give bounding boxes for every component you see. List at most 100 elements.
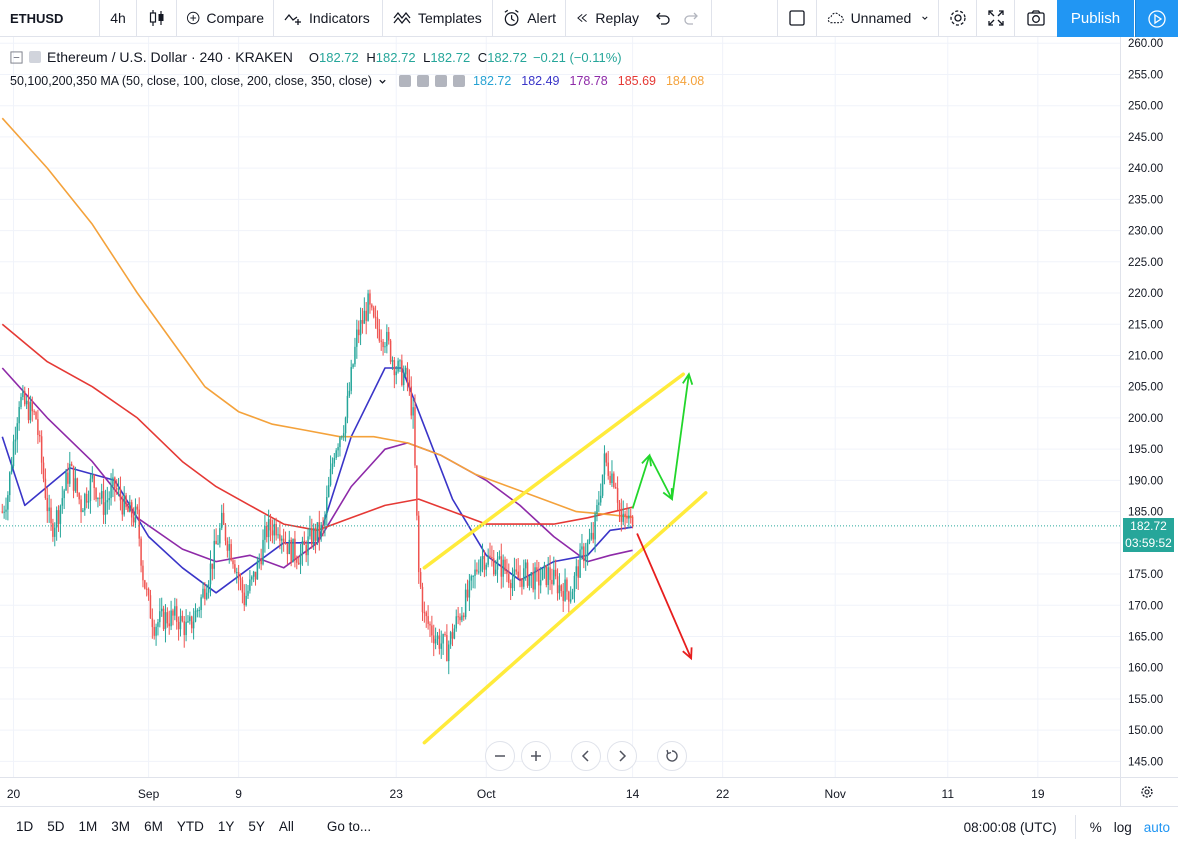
percent-scale-toggle[interactable]: %: [1089, 819, 1102, 835]
candle-body: [571, 591, 574, 600]
candle-body: [622, 513, 624, 522]
candle-body: [281, 538, 283, 541]
scroll-right-button[interactable]: [607, 741, 637, 771]
range-button-ytd[interactable]: YTD: [176, 819, 204, 834]
candle-body: [147, 588, 150, 596]
eye-icon[interactable]: [399, 75, 412, 87]
log-scale-toggle[interactable]: log: [1113, 819, 1132, 835]
source-code-icon[interactable]: [435, 75, 448, 87]
candle-body: [468, 580, 471, 598]
settings-small-icon[interactable]: [417, 75, 430, 87]
time-tick-label: 11: [942, 787, 955, 801]
chart-style-button[interactable]: [137, 0, 177, 37]
price-axis[interactable]: 145.00 150.00 155.00 160.00 165.00 170.00 175.…: [1128, 38, 1163, 768]
candle-body: [374, 316, 377, 318]
range-button-6m[interactable]: 6M: [144, 819, 163, 834]
candle-body: [348, 390, 351, 396]
zoom-out-button[interactable]: [485, 741, 515, 771]
moving-average-line: [1, 323, 633, 532]
candle-body: [155, 626, 157, 636]
candle-body: [256, 561, 259, 580]
goto-date-button[interactable]: Go to...: [326, 819, 372, 834]
ma-legend: 50,100,200,350 MA (50, close, 100, close…: [10, 74, 704, 88]
candle-body: [72, 465, 75, 491]
interval-button[interactable]: 4h: [100, 0, 137, 37]
redo-button[interactable]: [676, 0, 712, 37]
candle-body: [402, 374, 405, 385]
candle-body: [329, 469, 332, 486]
reset-icon: [666, 749, 678, 762]
templates-button[interactable]: Templates: [383, 0, 493, 37]
chevron-down-icon[interactable]: [378, 77, 387, 86]
candle-body: [42, 462, 45, 479]
range-button-1d[interactable]: 1D: [16, 819, 34, 834]
publish-button[interactable]: Publish: [1057, 0, 1134, 37]
candle-body: [112, 477, 114, 486]
alarm-clock-icon: [504, 9, 519, 26]
undo-button[interactable]: [648, 0, 676, 37]
candle-body: [406, 367, 409, 381]
range-button-1y[interactable]: 1Y: [217, 819, 235, 834]
candle-body: [136, 506, 139, 510]
collapse-icon[interactable]: [10, 50, 23, 64]
candle-body: [57, 510, 60, 524]
candle-body: [224, 524, 227, 541]
candle-body: [69, 463, 71, 484]
candle-body: [536, 567, 538, 571]
range-button-5d[interactable]: 5D: [47, 819, 65, 834]
candle-body: [237, 572, 240, 579]
close-icon[interactable]: [453, 75, 466, 87]
price-tick-label: 205.00: [1128, 382, 1163, 394]
zoom-in-button[interactable]: [521, 741, 551, 771]
range-button-1m[interactable]: 1M: [78, 819, 98, 834]
candle-body: [50, 507, 52, 524]
candlesticks: [1, 289, 634, 675]
candle-body: [440, 643, 442, 649]
replay-button[interactable]: Replay: [566, 0, 648, 37]
scroll-left-button[interactable]: [571, 741, 601, 771]
auto-scale-toggle[interactable]: auto: [1143, 819, 1170, 835]
symbol-search[interactable]: ETHUSD: [0, 0, 100, 37]
price-tick-label: 245.00: [1128, 132, 1163, 144]
snapshot-button[interactable]: [1015, 0, 1057, 37]
clock-timezone-button[interactable]: 08:00:08 (UTC): [963, 819, 1057, 835]
candle-body: [363, 310, 366, 324]
ma-study-label[interactable]: 50,100,200,350 MA (50, close, 100, close…: [10, 74, 373, 88]
candle-body: [408, 380, 411, 387]
candle-body: [10, 466, 13, 473]
compare-button[interactable]: Compare: [177, 0, 274, 37]
candle-body: [284, 543, 287, 545]
price-chart[interactable]: 145.00 150.00 155.00 160.00 165.00 170.00 175.…: [0, 37, 1178, 806]
candle-body: [106, 500, 109, 503]
candle-body: [3, 511, 5, 513]
time-axis[interactable]: 20 Sep 9 23 Oct 14 22 Nov 11 19: [7, 787, 1045, 801]
candle-body: [95, 488, 97, 500]
divider: [1074, 815, 1076, 839]
candle-body: [554, 569, 557, 577]
candle-body: [352, 364, 354, 368]
scale-settings-button[interactable]: [1141, 786, 1153, 798]
candle-body: [305, 544, 307, 556]
fullscreen-button[interactable]: [977, 0, 1015, 37]
candle-body: [18, 406, 20, 424]
ma-value: 185.69: [617, 74, 656, 88]
candle-body: [494, 569, 497, 575]
range-button-all[interactable]: All: [278, 819, 294, 834]
range-button-3m[interactable]: 3M: [111, 819, 131, 834]
indicators-button[interactable]: Indicators: [274, 0, 383, 37]
fullscreen-toggle-button[interactable]: [777, 0, 817, 37]
candle-body: [177, 621, 180, 630]
layout-name-button[interactable]: Unnamed: [817, 0, 939, 37]
publish-play-button[interactable]: [1135, 0, 1178, 37]
candle-body: [530, 572, 533, 576]
candle-body: [279, 534, 281, 541]
range-button-5y[interactable]: 5Y: [248, 819, 265, 834]
time-tick-label: Sep: [138, 787, 160, 801]
candle-body: [149, 595, 152, 619]
alert-button[interactable]: Alert: [493, 0, 566, 37]
settings-button[interactable]: [939, 0, 977, 37]
candle-body: [560, 585, 563, 591]
reset-chart-button[interactable]: [657, 741, 687, 771]
candle-body: [55, 510, 58, 528]
candle-body: [87, 500, 90, 503]
